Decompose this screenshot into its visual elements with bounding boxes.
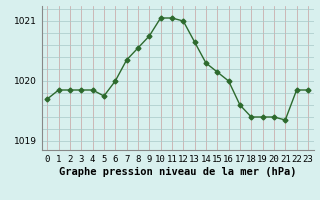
X-axis label: Graphe pression niveau de la mer (hPa): Graphe pression niveau de la mer (hPa) <box>59 167 296 177</box>
